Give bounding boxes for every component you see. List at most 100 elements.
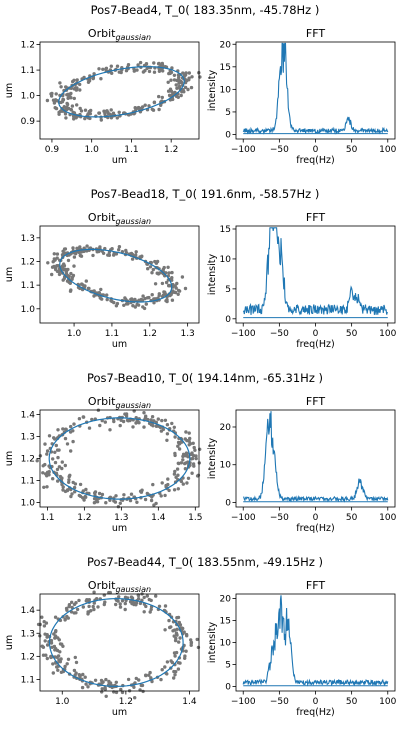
fft-xlabel: freq(Hz) [296,339,334,350]
orbit-xtick-label: 1.2 [77,513,91,523]
fft-ytick-label: 10 [220,461,232,471]
orbit-point [186,460,190,464]
orbit-points [35,408,202,509]
orbit-point [183,286,188,291]
orbit-point [147,69,152,74]
orbit-point [80,685,85,690]
orbit-point [67,95,71,99]
orbit-point [196,473,201,477]
orbit-point [187,439,191,443]
orbit-point [150,107,154,112]
orbit-xtick-label: 1.0 [55,697,70,707]
orbit-point [172,78,177,82]
orbit-point [185,78,189,83]
orbit-point [176,661,181,665]
orbit-point [67,478,71,482]
orbit-xtick-label: 1.5 [188,513,202,523]
fft-xtick-label: 50 [346,697,358,707]
orbit-point [93,491,97,495]
orbit-point [113,500,118,504]
fft-ytick-label: 15 [220,616,231,626]
orbit-point [72,422,76,426]
fft-ytick-label: 5 [225,108,231,118]
orbit-point [64,427,68,432]
orbit-point [63,247,68,251]
panel-3: Pos7-Bead10, T_0( 194.14nm, -65.31Hz ) Or… [4,371,397,534]
orbit-point [45,643,50,647]
orbit-point [72,115,76,119]
orbit-point [49,92,53,96]
orbit-point [159,429,164,433]
orbit-point [58,109,63,114]
fft-ytick-label: 10 [220,255,232,265]
orbit-point [148,265,153,269]
orbit-point [108,428,112,432]
orbit-point [99,287,103,292]
orbit-point [162,265,166,270]
orbit-point [150,415,155,419]
orbit-point [129,595,134,599]
orbit-point [66,657,71,661]
orbit-point [71,246,75,250]
orbit-point [163,604,168,608]
orbit-point [141,689,145,694]
orbit-point [198,447,202,451]
panel-suptitle: Pos7-Bead44, T_0( 183.55nm, -49.15Hz ) [87,555,323,569]
orbit-point [152,297,156,301]
orbit-point [108,498,112,502]
orbit-title: Orbitgaussian [88,211,151,226]
orbit-point [51,671,55,675]
orbit-point [82,498,86,502]
orbit-point [169,292,173,297]
orbit-point [157,94,161,99]
orbit-point [160,281,165,286]
orbit-point [75,78,79,82]
orbit-point [57,112,61,116]
orbit-point [189,640,194,645]
orbit-point [98,296,103,300]
orbit-point [72,255,77,259]
orbit-point [84,599,89,603]
fft-ylabel: intensity [207,438,218,480]
orbit-point [144,414,148,418]
orbit-point [134,250,138,254]
orbit-point [59,85,63,89]
orbit-point [149,418,153,422]
orbit-point [150,271,154,275]
orbit-point [43,639,47,643]
orbit-point [53,634,58,638]
orbit-point [89,108,93,113]
orbit-point [160,668,164,672]
orbit-point [66,616,71,620]
orbit-xtick-label: 1.4 [151,513,166,523]
orbit-point [143,103,147,107]
orbit-point [57,269,61,274]
orbit-ytick-label: 1.1 [21,477,35,487]
orbit-point [145,66,149,71]
fft-ytick-label: 0 [225,498,231,508]
orbit-point [63,112,68,116]
orbit-xtick-label: 1.0 [85,145,100,155]
orbit-point [173,469,177,474]
orbit-point [172,472,177,476]
orbit-point [73,655,78,660]
orbit-point [73,490,77,494]
orbit-axes-frame [39,41,200,140]
orbit-point [86,610,90,614]
orbit-point [120,250,125,254]
orbit-point [47,473,51,477]
orbit-plot: Orbitgaussian 1.0 1.1 1.2 1.3 1.0 1.1 1.2 1.3 um u… [4,211,200,350]
orbit-point [176,461,180,465]
orbit-point [87,286,91,291]
orbit-point [172,488,177,492]
orbit-point [131,304,135,308]
fft-xtick-label: 100 [379,145,396,155]
orbit-point [144,62,148,66]
orbit-ytick-label: 1.0 [21,499,36,509]
orbit-point [104,501,108,505]
orbit-point [168,625,172,630]
orbit-point [142,411,146,415]
orbit-point [138,601,143,606]
orbit-point [154,424,159,428]
orbit-point [143,296,147,301]
